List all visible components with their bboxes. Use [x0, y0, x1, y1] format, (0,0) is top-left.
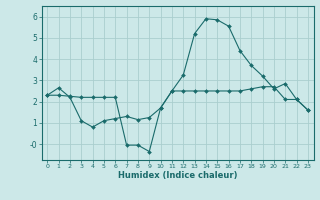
X-axis label: Humidex (Indice chaleur): Humidex (Indice chaleur): [118, 171, 237, 180]
